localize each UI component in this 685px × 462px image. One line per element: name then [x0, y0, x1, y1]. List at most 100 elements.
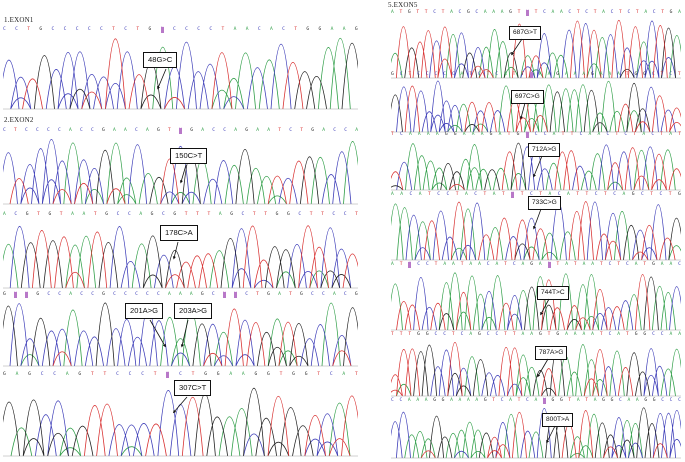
base-call-letter: T [256, 292, 259, 297]
base-call-letter: G [3, 292, 6, 297]
base-call-letter: A [435, 132, 439, 137]
base-call-letter: C [608, 332, 612, 337]
variant-label-150C-T: 150C>T [170, 148, 208, 164]
base-call-letter: C [443, 72, 446, 77]
base-call-letter: G [407, 10, 411, 15]
base-call-letter: C [185, 27, 188, 32]
base-call-letter: A [443, 262, 447, 267]
base-call-letter: G [150, 212, 154, 217]
trace-C [430, 348, 668, 397]
arrow-307C-T [172, 396, 188, 414]
base-call-letter: T [428, 192, 431, 197]
base-call-letter: T [539, 192, 542, 197]
base-call-letter: A [503, 72, 507, 77]
base-call-letter: T [660, 72, 664, 77]
base-call-letter: C [172, 27, 176, 32]
base-call-letter: A [534, 398, 538, 403]
base-call-letter: G [102, 292, 105, 297]
base-call-letter: G [204, 372, 207, 377]
base-call-letter: C [343, 212, 347, 217]
trace-G [438, 276, 659, 331]
base-call-letter: T [593, 10, 597, 15]
base-call-letter: C [391, 398, 394, 403]
base-call-letter: T [585, 398, 589, 403]
trace-A [404, 413, 643, 459]
base-call-letter: A [450, 10, 453, 15]
trace-C [405, 201, 667, 261]
base-call-letter: T [59, 212, 63, 217]
base-call-letter: C [179, 372, 182, 377]
base-call-letter: T [668, 192, 672, 197]
base-call-letter: A [146, 128, 149, 133]
base-call-letter: N [547, 262, 551, 268]
base-call-letter: C [425, 72, 429, 77]
base-call-letter: C [128, 372, 132, 377]
base-call-letter: C [652, 10, 656, 15]
base-call-letter: G [425, 332, 429, 337]
base-call-letter: T [483, 192, 487, 197]
base-call-letter: C [113, 292, 116, 297]
base-call-letter: T [517, 10, 521, 15]
base-call-letter: G [267, 372, 270, 377]
base-call-letter: G [190, 128, 193, 133]
base-call-letter: G [200, 292, 204, 297]
base-call-letter: G [556, 332, 560, 337]
base-call-letter: G [254, 372, 258, 377]
base-call-letter: A [458, 398, 462, 403]
base-call-letter: T [184, 212, 188, 217]
base-call-letter: G [489, 132, 493, 137]
base-call-letter: T [677, 72, 681, 77]
base-call-letter: A [418, 192, 422, 197]
base-call-letter: T [317, 372, 321, 377]
base-call-letter: C [51, 27, 55, 32]
base-call-letter: A [245, 27, 249, 32]
base-call-letter: T [441, 10, 445, 15]
base-call-letter: A [269, 27, 273, 32]
base-call-letter: C [197, 27, 200, 32]
base-call-letter: T [603, 192, 607, 197]
base-call-letter: C [211, 292, 215, 297]
trace-G [391, 82, 651, 133]
base-call-letter: C [594, 192, 598, 197]
base-call-letter: A [492, 10, 496, 15]
base-call-letter: T [650, 192, 653, 197]
base-call-letter: A [278, 292, 281, 297]
base-call-letter: A [229, 372, 233, 377]
arrow-203A-G [180, 319, 189, 348]
base-call-letter: A [139, 212, 143, 217]
base-call-letter: T [309, 212, 313, 217]
base-call-letter: C [14, 212, 18, 217]
base-call-letter: A [591, 262, 595, 267]
base-call-letter: T [599, 332, 603, 337]
base-call-letter: C [458, 10, 462, 15]
arrow-150C-T [179, 164, 187, 184]
chromatogram-trace [391, 201, 681, 261]
base-call-letter: A [189, 292, 193, 297]
base-call-letter: T [391, 332, 394, 337]
base-call-letter: A [332, 292, 336, 297]
base-call-letter: C [311, 292, 314, 297]
base-call-letter: A [424, 398, 428, 403]
base-call-letter: T [93, 212, 97, 217]
base-call-letter: A [678, 10, 681, 15]
base-call-letter: G [148, 27, 152, 32]
base-call-letter: A [342, 27, 346, 32]
base-call-letter: A [498, 132, 502, 137]
base-call-letter: A [69, 128, 72, 133]
base-call-letter: G [354, 27, 358, 32]
base-call-letter: C [47, 292, 51, 297]
base-call-letter: C [579, 132, 583, 137]
base-call-letter: A [469, 262, 473, 267]
base-call-letter: C [58, 128, 61, 133]
base-call-letter: A [218, 212, 222, 217]
base-call-letter: A [82, 212, 86, 217]
chromatogram-trace [391, 142, 681, 191]
base-call-letter: C [433, 10, 436, 15]
base-call-letter: C [475, 10, 479, 15]
